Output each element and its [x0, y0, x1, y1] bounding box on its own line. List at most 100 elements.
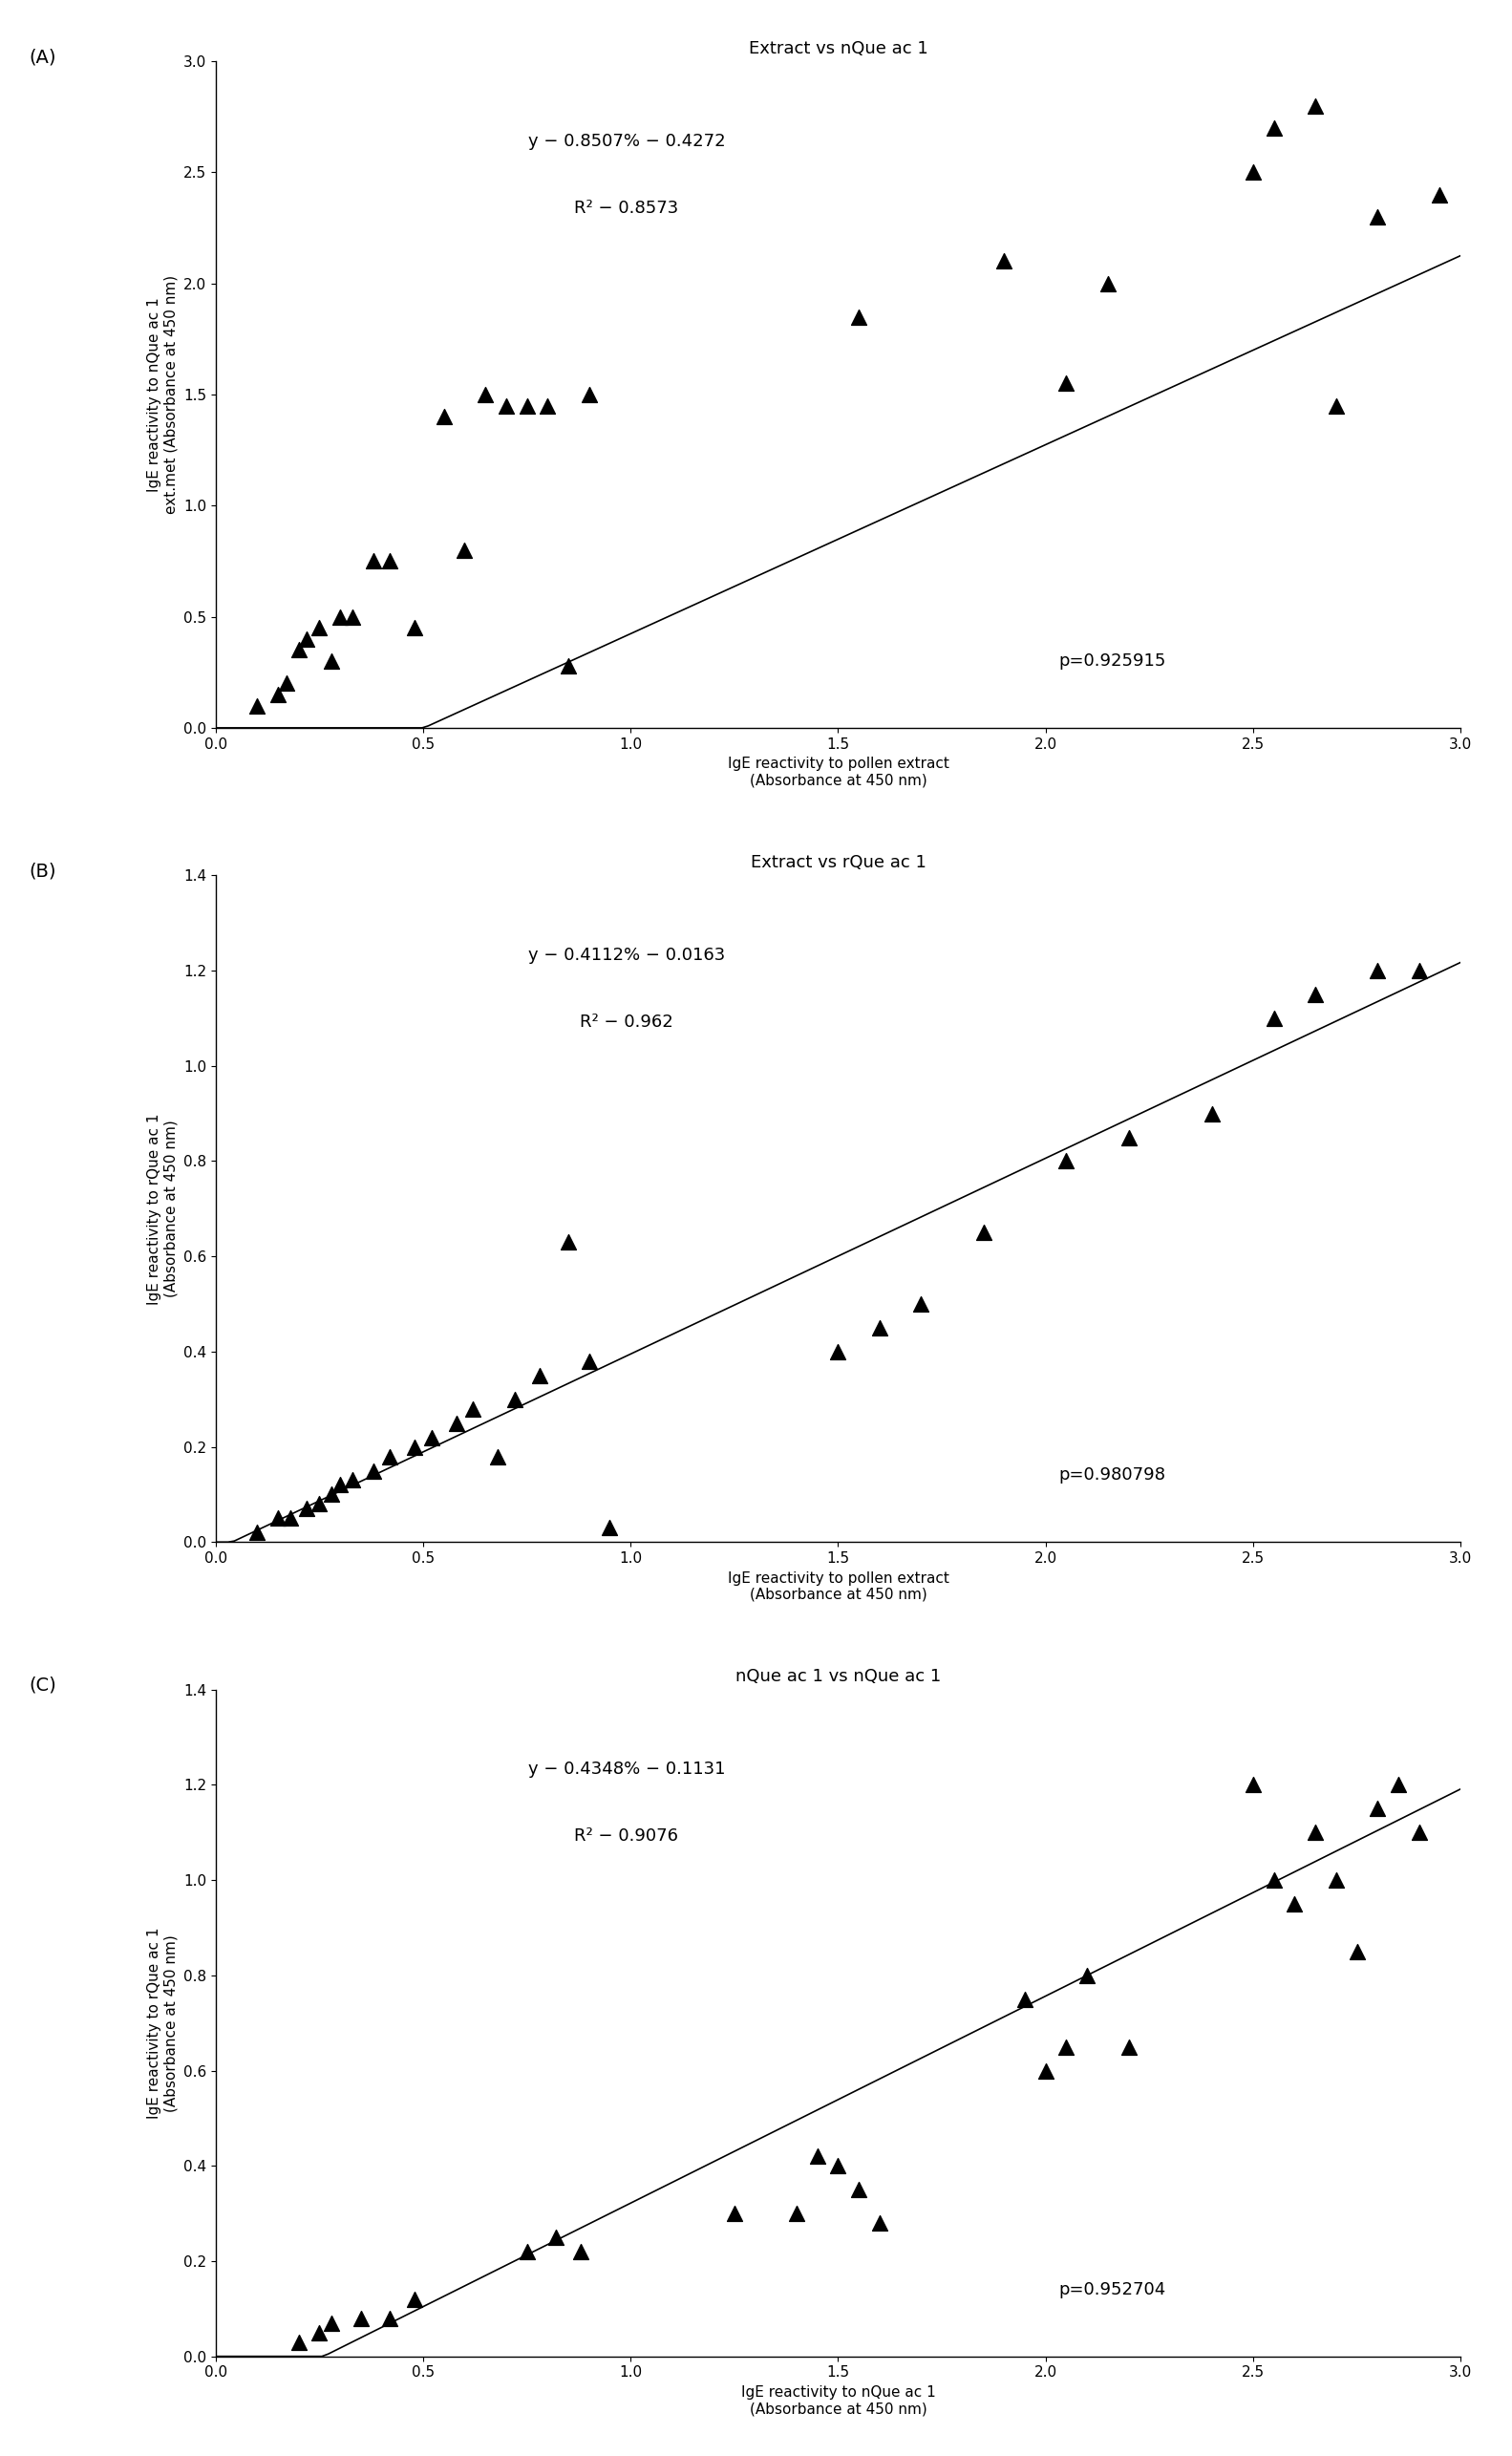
Point: [502, 1380, 526, 1420]
Point: [1199, 1093, 1223, 1132]
Point: [569, 2233, 593, 2272]
Point: [1365, 196, 1390, 236]
Point: [378, 2299, 402, 2338]
Text: (B): (B): [29, 862, 56, 879]
Point: [266, 675, 290, 715]
Point: [307, 2314, 331, 2353]
Point: [473, 376, 497, 415]
Point: [340, 597, 364, 636]
Point: [1408, 950, 1432, 990]
Point: [578, 376, 602, 415]
Point: [494, 386, 519, 425]
Point: [245, 1513, 269, 1552]
Point: [419, 1417, 443, 1456]
Point: [597, 1508, 621, 1547]
Point: [1096, 263, 1120, 302]
Point: [971, 1213, 995, 1253]
Point: [528, 1356, 552, 1395]
Title: Extract vs rQue ac 1: Extract vs rQue ac 1: [750, 855, 925, 872]
Point: [328, 1466, 352, 1506]
Point: [286, 2323, 310, 2363]
Point: [1427, 174, 1452, 214]
Point: [485, 1437, 510, 1476]
Point: [826, 1331, 850, 1370]
Text: (A): (A): [29, 47, 56, 66]
Text: y − 0.4112% − 0.0163: y − 0.4112% − 0.0163: [528, 946, 724, 965]
Point: [1263, 1862, 1287, 1901]
Point: [1241, 152, 1266, 192]
Point: [514, 2233, 538, 2272]
Point: [319, 1474, 343, 1513]
Point: [1282, 1884, 1306, 1923]
Point: [307, 1483, 331, 1523]
Point: [1241, 1766, 1266, 1805]
Point: [402, 609, 426, 648]
Point: [361, 540, 386, 580]
Point: [514, 386, 538, 425]
Point: [868, 1309, 892, 1348]
Point: [785, 2193, 809, 2233]
Point: [909, 1284, 933, 1324]
Point: [402, 1427, 426, 1466]
Point: [806, 2137, 830, 2176]
Point: [1013, 1980, 1037, 2019]
Point: [1344, 1933, 1368, 1972]
Title: Extract vs nQue ac 1: Extract vs nQue ac 1: [748, 39, 928, 56]
Point: [278, 1498, 302, 1537]
Text: p=0.952704: p=0.952704: [1058, 2282, 1166, 2299]
Point: [847, 2171, 871, 2210]
X-axis label: IgE reactivity to pollen extract
(Absorbance at 450 nm): IgE reactivity to pollen extract (Absorb…: [727, 1572, 950, 1601]
Point: [1263, 108, 1287, 147]
Point: [461, 1390, 485, 1429]
Text: (C): (C): [29, 1677, 56, 1695]
Point: [307, 609, 331, 648]
Point: [556, 646, 581, 685]
Point: [1303, 975, 1328, 1014]
Point: [1263, 1000, 1287, 1039]
Point: [349, 2299, 373, 2338]
Point: [826, 2147, 850, 2186]
Point: [992, 241, 1016, 280]
Point: [1365, 1788, 1390, 1827]
Point: [1034, 2051, 1058, 2090]
Text: R² − 0.962: R² − 0.962: [579, 1014, 673, 1032]
Text: R² − 0.8573: R² − 0.8573: [575, 199, 679, 216]
Point: [319, 641, 343, 680]
Point: [1365, 950, 1390, 990]
Point: [378, 540, 402, 580]
Point: [1325, 1862, 1349, 1901]
Point: [535, 386, 559, 425]
Y-axis label: IgE reactivity to rQue ac 1
(Absorbance at 450 nm): IgE reactivity to rQue ac 1 (Absorbance …: [147, 1928, 178, 2120]
Point: [1387, 1766, 1411, 1805]
Point: [295, 1488, 319, 1528]
Point: [578, 1341, 602, 1380]
Text: y − 0.4348% − 0.1131: y − 0.4348% − 0.1131: [528, 1761, 726, 1778]
Text: p=0.980798: p=0.980798: [1058, 1466, 1166, 1483]
Point: [1054, 2026, 1078, 2065]
Text: y − 0.8507% − 0.4272: y − 0.8507% − 0.4272: [528, 133, 726, 150]
Point: [1325, 386, 1349, 425]
Point: [847, 297, 871, 336]
Point: [328, 597, 352, 636]
X-axis label: IgE reactivity to pollen extract
(Absorbance at 450 nm): IgE reactivity to pollen extract (Absorb…: [727, 756, 950, 788]
Point: [868, 2203, 892, 2242]
Point: [361, 1451, 386, 1491]
Point: [266, 1498, 290, 1537]
Point: [1408, 1813, 1432, 1852]
Point: [432, 398, 457, 437]
Point: [1075, 1955, 1099, 1994]
Point: [544, 2218, 569, 2257]
Y-axis label: IgE reactivity to rQue ac 1
(Absorbance at 450 nm): IgE reactivity to rQue ac 1 (Absorbance …: [147, 1113, 178, 1304]
Text: R² − 0.9076: R² − 0.9076: [575, 1827, 679, 1844]
Point: [1054, 363, 1078, 403]
Point: [556, 1223, 581, 1262]
Point: [1116, 1117, 1140, 1157]
Point: [295, 619, 319, 658]
Text: p=0.925915: p=0.925915: [1058, 653, 1166, 670]
Point: [452, 530, 476, 570]
Y-axis label: IgE reactivity to nQue ac 1
ext.met (Absorbance at 450 nm): IgE reactivity to nQue ac 1 ext.met (Abs…: [147, 275, 178, 513]
Point: [274, 663, 298, 702]
Point: [340, 1461, 364, 1501]
Point: [1116, 2026, 1140, 2065]
Point: [245, 685, 269, 725]
